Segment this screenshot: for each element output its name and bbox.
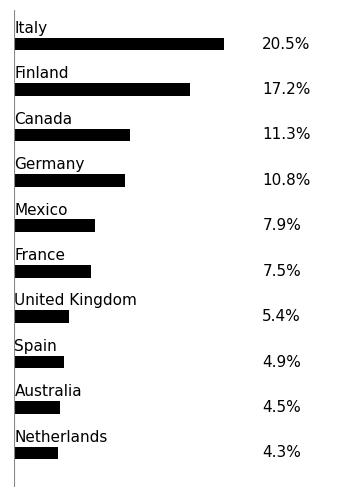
Bar	[14, 447, 58, 459]
Bar	[14, 265, 91, 278]
Text: 10.8%: 10.8%	[262, 173, 311, 188]
Text: Italy: Italy	[14, 21, 48, 36]
Bar	[14, 401, 60, 414]
Bar	[14, 310, 69, 323]
Text: 4.9%: 4.9%	[262, 354, 301, 370]
Text: 17.2%: 17.2%	[262, 82, 311, 97]
Text: Spain: Spain	[14, 339, 57, 354]
Text: 7.9%: 7.9%	[262, 218, 301, 233]
Bar	[14, 174, 125, 187]
Text: United Kingdom: United Kingdom	[14, 294, 137, 309]
Text: 7.5%: 7.5%	[262, 264, 301, 279]
Text: France: France	[14, 248, 66, 263]
Bar	[14, 129, 130, 141]
Text: 4.5%: 4.5%	[262, 400, 301, 415]
Bar	[14, 219, 95, 232]
Text: 5.4%: 5.4%	[262, 309, 301, 324]
Text: Australia: Australia	[14, 384, 82, 400]
Text: Germany: Germany	[14, 157, 85, 172]
Text: Mexico: Mexico	[14, 203, 68, 218]
Text: Canada: Canada	[14, 112, 72, 127]
Text: Finland: Finland	[14, 66, 69, 82]
Text: 11.3%: 11.3%	[262, 127, 311, 143]
Bar	[14, 38, 224, 50]
Bar	[14, 83, 190, 96]
Text: 20.5%: 20.5%	[262, 36, 311, 52]
Bar	[14, 356, 64, 368]
Text: 4.3%: 4.3%	[262, 445, 301, 461]
Text: Netherlands: Netherlands	[14, 430, 108, 445]
